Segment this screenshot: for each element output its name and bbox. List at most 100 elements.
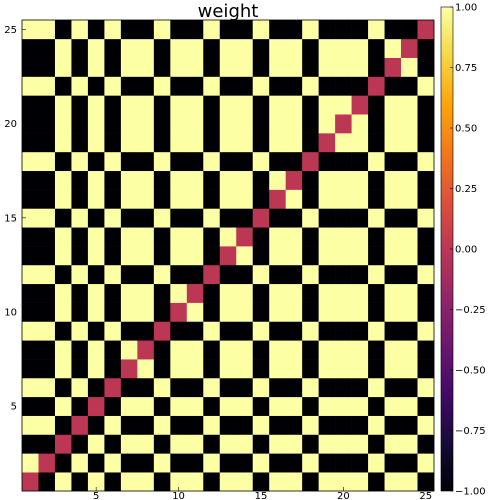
heatmap-cell [417,340,435,360]
heatmap-cell [186,283,204,303]
heatmap-cell [186,377,204,398]
heatmap-cell [236,321,254,341]
heatmap-cell [417,321,435,341]
heatmap-cell [335,57,352,77]
heatmap-cell [71,264,89,285]
heatmap-cell [38,133,56,153]
heatmap-cell [302,133,319,153]
heatmap-cell [384,114,402,134]
heatmap-cell [368,208,385,228]
heatmap-cell [302,208,319,228]
heatmap-cell [401,170,418,190]
heatmap-cell [104,114,122,134]
heatmap-cell [269,340,286,360]
heatmap-cell [285,472,303,492]
heatmap-cell [203,170,221,190]
heatmap-cell [236,302,254,322]
heatmap-cell [302,246,319,266]
heatmap-cell [186,396,204,416]
heatmap-cell [302,38,319,58]
heatmap-cell [87,57,105,77]
heatmap-cell [219,472,237,492]
heatmap-cell [335,133,352,153]
heatmap-cell [384,151,402,172]
heatmap-cell [170,57,188,77]
heatmap-cell [71,133,89,153]
heatmap-cell [219,377,237,398]
heatmap-cell [335,283,352,303]
heatmap-cell [269,133,286,153]
heatmap-cell [219,302,237,322]
heatmap-cell [186,76,204,96]
heatmap-cell [219,283,237,303]
heatmap-cell [38,359,56,379]
heatmap-cell [384,208,402,228]
heatmap-cell [170,472,188,492]
chart-title: weight [198,1,259,22]
heatmap-cell [22,76,39,96]
heatmap-cell [368,20,385,40]
heatmap-cell [71,189,89,209]
heatmap-cell [368,453,385,473]
heatmap-cell [38,246,56,266]
heatmap-cell [186,151,204,172]
heatmap-cell [318,472,336,492]
heatmap-cell [153,227,171,247]
heatmap-cell [417,151,435,172]
heatmap-cell [87,302,105,322]
heatmap-cell [236,264,254,285]
heatmap-cell [170,170,188,190]
heatmap-cell [252,151,270,172]
heatmap-cell [236,208,254,228]
heatmap-cell [384,20,402,40]
heatmap-cell [71,208,89,228]
heatmap-cell [269,453,286,473]
heatmap-cell [54,415,72,435]
heatmap-cell [252,377,270,398]
x-tick-label: 5 [93,491,99,500]
heatmap-cell [203,396,221,416]
heatmap-cell [186,340,204,360]
heatmap-cell [417,20,435,40]
x-tick-label: 15 [255,491,268,500]
heatmap-cell [87,415,105,435]
heatmap-cell [54,208,72,228]
heatmap-cell [417,133,435,153]
heatmap-cell [22,151,39,172]
heatmap-cell [269,264,286,285]
heatmap-cell [401,283,418,303]
heatmap-cell [22,246,39,266]
heatmap-cell [302,57,319,77]
heatmap-cell [153,396,171,416]
heatmap-cell [285,396,303,416]
heatmap-cell [170,415,188,435]
heatmap-cell [252,453,270,473]
heatmap-cell [186,208,204,228]
heatmap-cell [170,114,188,134]
heatmap-cell [285,359,303,379]
heatmap-cell [318,95,336,115]
heatmap-cell [137,76,155,96]
heatmap-cell [401,472,418,492]
heatmap-cell [104,208,122,228]
heatmap-cell [153,321,171,341]
heatmap-cell [236,246,254,266]
heatmap-cell [87,38,105,58]
heatmap-cell [54,377,72,398]
heatmap-cell [137,283,155,303]
heatmap-cell [401,264,418,285]
colorbar-tick-label: −0.25 [455,305,486,316]
heatmap-cell [71,302,89,322]
heatmap-cell [153,340,171,360]
heatmap-cell [104,170,122,190]
heatmap-cell [170,246,188,266]
heatmap-cell [236,340,254,360]
colorbar-tick-label: −0.50 [455,366,486,377]
heatmap-cell [54,246,72,266]
x-tick-label: 10 [172,491,185,500]
heatmap-cell [318,114,336,134]
heatmap-cell [368,38,385,58]
heatmap-cell [22,377,39,398]
heatmap-cell [269,38,286,58]
heatmap-cell [153,302,171,322]
